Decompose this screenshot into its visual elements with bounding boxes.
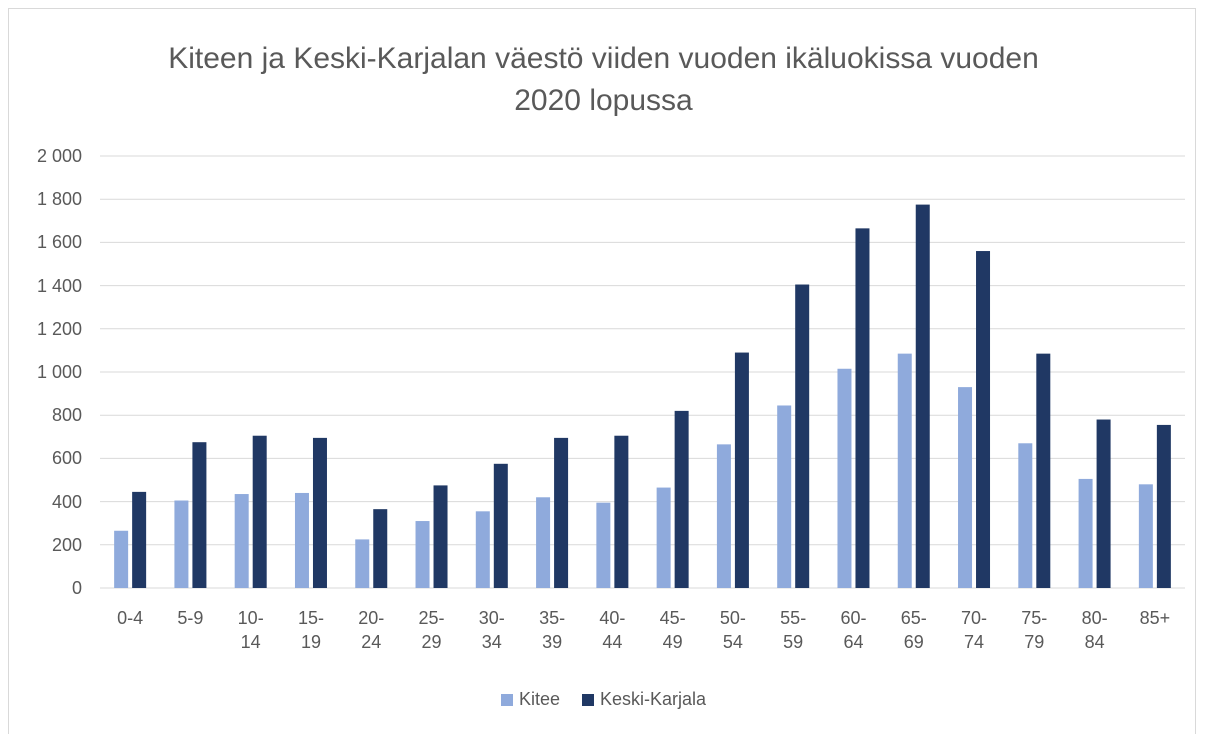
y-tick-label: 1 400 [36, 275, 82, 296]
x-tick-label: 45-49 [659, 608, 686, 652]
bar [294, 492, 309, 588]
bar [674, 410, 689, 588]
y-tick-label: 2 000 [36, 146, 82, 166]
bar [312, 437, 327, 588]
bar [1096, 419, 1111, 588]
bar [1156, 424, 1171, 588]
bar [433, 485, 448, 588]
bar [795, 284, 810, 588]
y-tick-label: 1 800 [36, 189, 82, 210]
x-tick-label: 65-69 [900, 608, 927, 652]
bar [976, 251, 991, 589]
bar [958, 387, 973, 588]
bar [554, 437, 569, 588]
bar [234, 494, 249, 588]
legend-swatch [581, 693, 594, 706]
bar [855, 228, 870, 589]
bar [716, 444, 731, 588]
x-tick-label: 85+ [1139, 608, 1171, 628]
x-tick-label: 10-14 [237, 608, 264, 652]
bar [174, 500, 189, 588]
y-tick-label: 800 [51, 405, 82, 426]
legend-swatch [500, 693, 513, 706]
y-tick-label: 1 000 [36, 362, 82, 382]
bar [475, 511, 490, 588]
chart-title: Kiteen ja Keski-Karjalan väestö viiden v… [168, 42, 1039, 117]
x-tick-label: 5-9 [177, 608, 204, 628]
y-tick-label: 400 [51, 491, 82, 512]
bar [536, 497, 551, 588]
bar [1018, 443, 1033, 588]
legend-item: Kitee [500, 689, 560, 710]
x-tick-label: 25-29 [418, 608, 445, 652]
legend: Kitee Keski-Karjala [0, 689, 1207, 710]
bar [656, 487, 671, 588]
legend-label: Keski-Karjala [599, 689, 707, 709]
bar [1036, 353, 1051, 588]
y-tick-label: 600 [51, 448, 82, 469]
y-tick-label: 1 200 [36, 318, 82, 339]
bar [132, 491, 147, 588]
bar [493, 463, 508, 588]
bar [596, 502, 611, 588]
x-tick-label: 70-74 [961, 608, 988, 652]
x-tick-label: 55-59 [780, 608, 807, 652]
bar [614, 435, 629, 588]
x-tick-label: 75-79 [1021, 608, 1048, 652]
bar [915, 204, 930, 588]
bar [777, 405, 792, 588]
bar [1138, 484, 1153, 588]
bar [415, 521, 430, 588]
x-tick-label: 20-24 [358, 608, 385, 652]
bar [114, 530, 129, 588]
x-tick-label: 15-19 [297, 608, 324, 652]
y-tick-label: 1 600 [36, 232, 82, 253]
x-tick-label: 30-34 [478, 608, 505, 652]
bar [373, 509, 388, 588]
bar [192, 442, 207, 588]
x-tick-label: 35-39 [539, 608, 566, 652]
legend-label: Kitee [518, 689, 560, 709]
bar [734, 352, 749, 588]
x-tick-label: 80-84 [1081, 608, 1108, 652]
x-tick-label: 50-54 [719, 608, 746, 652]
chart-border [8, 8, 1196, 734]
bar [252, 435, 267, 588]
x-tick-label: 0-4 [117, 608, 144, 628]
y-tick-label: 0 [71, 578, 82, 598]
y-tick-label: 200 [51, 534, 82, 555]
bar [1078, 478, 1093, 588]
bar [355, 539, 370, 588]
x-tick-label: 40-44 [599, 608, 626, 652]
legend-item: Keski-Karjala [581, 689, 707, 710]
x-tick-label: 60-64 [840, 608, 867, 652]
bar [837, 368, 852, 588]
bar [897, 353, 912, 588]
